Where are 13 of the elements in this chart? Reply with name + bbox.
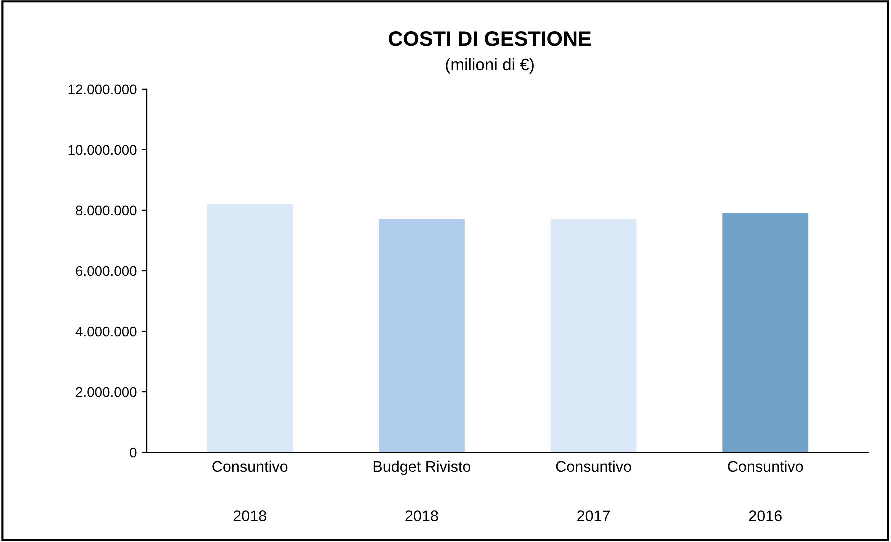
y-tick-label: 10.000.000 [68, 145, 137, 156]
y-tick-label: 8.000.000 [76, 206, 137, 216]
category-label: Budget Rivisto 2018 [374, 460, 471, 522]
chart-title: COSTI DI GESTIONE [389, 32, 592, 46]
category-label: Consuntivo 2016 [728, 460, 804, 522]
category-label: Consuntivo 2017 [556, 460, 632, 522]
chart-subtitle: (milioni di €) [446, 58, 534, 74]
y-tick-label: 12.000.000 [68, 84, 137, 95]
category-label: Consuntivo 2018 [212, 460, 288, 522]
y-tick-label: 2.000.000 [76, 387, 137, 398]
y-tick-label: 6.000.000 [76, 266, 137, 276]
y-tick-label: 0 [130, 448, 137, 458]
y-tick-label: 4.000.000 [76, 326, 137, 337]
